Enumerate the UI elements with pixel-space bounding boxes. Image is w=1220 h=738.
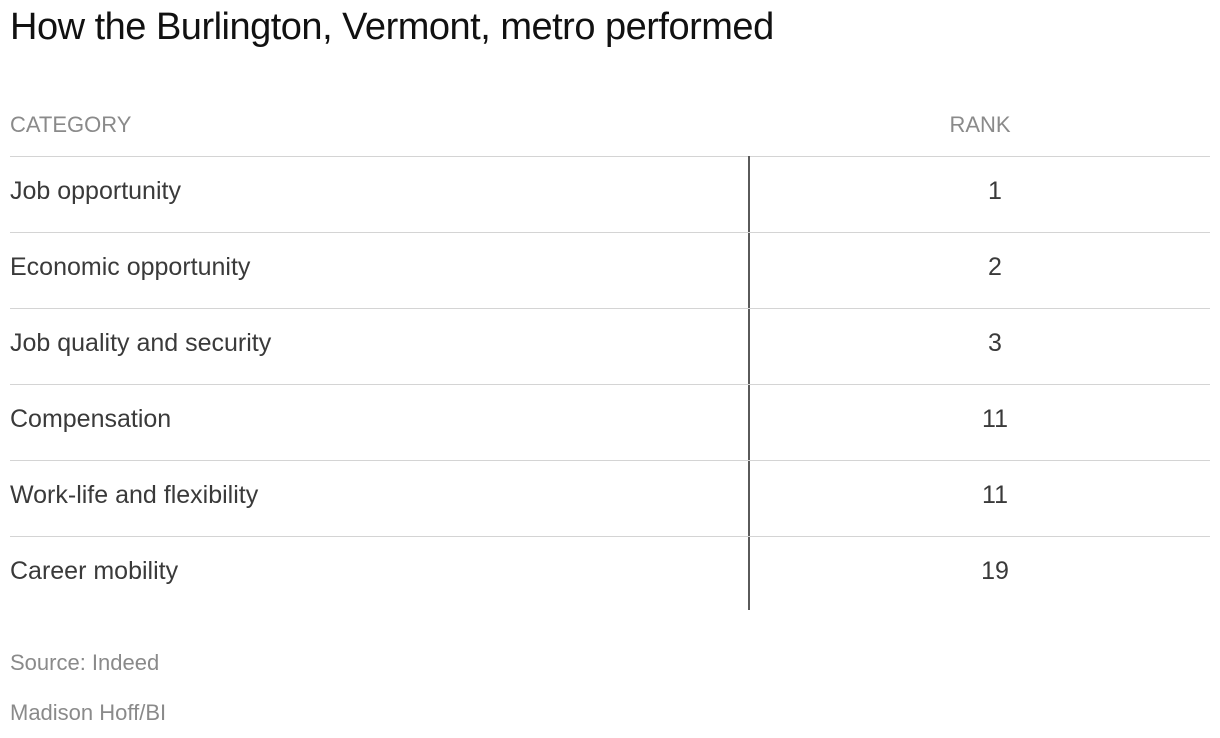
- table-row: Economic opportunity 2: [10, 233, 1210, 309]
- chart-title: How the Burlington, Vermont, metro perfo…: [10, 6, 774, 48]
- table-body: Job opportunity 1 Economic opportunity 2…: [10, 157, 1210, 613]
- table-row: Compensation 11: [10, 385, 1210, 461]
- category-cell: Career mobility: [10, 557, 179, 585]
- rank-cell: 3: [988, 329, 1002, 357]
- rank-cell: 1: [988, 177, 1002, 205]
- table-row: Job opportunity 1: [10, 157, 1210, 233]
- column-divider: [748, 156, 750, 610]
- table-row: Career mobility 19: [10, 537, 1210, 613]
- table-row: Work-life and flexibility 11: [10, 461, 1210, 537]
- credit-note: Madison Hoff/BI: [10, 700, 167, 725]
- rank-cell: 2: [988, 253, 1002, 281]
- table-row: Job quality and security 3: [10, 309, 1210, 385]
- category-cell: Job opportunity: [10, 177, 181, 205]
- category-cell: Compensation: [10, 405, 172, 433]
- source-note: Source: Indeed: [10, 650, 160, 675]
- category-cell: Economic opportunity: [10, 253, 251, 281]
- rank-cell: 19: [981, 557, 1009, 585]
- table-header: CATEGORY RANK: [10, 94, 1210, 157]
- rank-cell: 11: [982, 405, 1008, 433]
- rank-cell: 11: [982, 481, 1008, 509]
- category-cell: Work-life and flexibility: [10, 481, 259, 509]
- category-cell: Job quality and security: [10, 329, 272, 357]
- column-header-category: CATEGORY: [10, 112, 132, 137]
- ranking-table: CATEGORY RANK Job opportunity 1 Economic…: [10, 94, 1210, 613]
- column-header-rank: RANK: [949, 112, 1011, 137]
